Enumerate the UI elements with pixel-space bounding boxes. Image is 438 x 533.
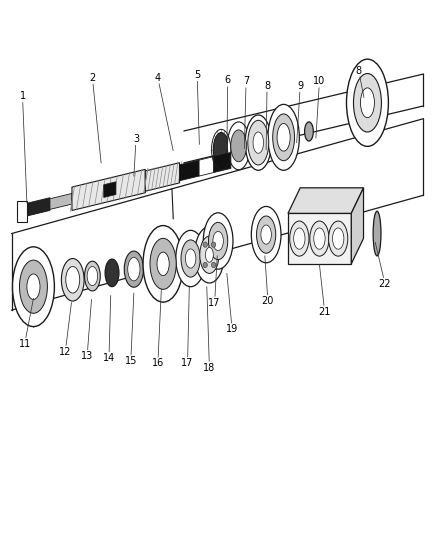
Text: 4: 4 [155, 73, 161, 83]
Text: 5: 5 [194, 70, 200, 80]
Ellipse shape [61, 259, 84, 301]
Text: 20: 20 [262, 296, 274, 306]
Text: 2: 2 [89, 73, 95, 83]
Ellipse shape [360, 88, 374, 118]
Bar [288, 213, 351, 264]
Ellipse shape [293, 228, 305, 249]
Text: 17: 17 [208, 297, 221, 308]
Ellipse shape [27, 274, 40, 300]
Ellipse shape [128, 257, 140, 281]
Ellipse shape [124, 251, 144, 287]
Text: 14: 14 [103, 353, 115, 363]
Text: 3: 3 [133, 134, 139, 144]
Text: 18: 18 [203, 362, 215, 373]
Ellipse shape [257, 216, 276, 253]
Ellipse shape [248, 120, 269, 165]
Ellipse shape [245, 115, 272, 170]
Text: 8: 8 [264, 81, 270, 91]
Ellipse shape [85, 261, 100, 291]
Ellipse shape [181, 240, 200, 277]
Polygon shape [104, 182, 116, 197]
Text: 12: 12 [59, 346, 71, 357]
Ellipse shape [346, 59, 389, 147]
Ellipse shape [200, 236, 219, 273]
Ellipse shape [185, 249, 196, 268]
Ellipse shape [277, 124, 290, 151]
Text: 10: 10 [313, 77, 325, 86]
Text: 1: 1 [19, 91, 25, 101]
Circle shape [212, 242, 216, 247]
Polygon shape [351, 188, 364, 264]
Ellipse shape [304, 122, 313, 141]
Text: 7: 7 [243, 77, 249, 86]
Ellipse shape [353, 74, 381, 132]
Ellipse shape [373, 211, 381, 256]
Ellipse shape [213, 133, 229, 166]
Circle shape [203, 242, 207, 247]
Ellipse shape [176, 230, 205, 287]
Ellipse shape [205, 247, 213, 262]
Ellipse shape [332, 228, 344, 249]
Text: 8: 8 [356, 66, 362, 76]
Ellipse shape [328, 221, 348, 256]
Ellipse shape [253, 132, 264, 154]
Text: 15: 15 [125, 356, 137, 366]
Ellipse shape [261, 225, 272, 244]
Circle shape [212, 262, 216, 268]
Ellipse shape [66, 266, 80, 293]
Text: 11: 11 [18, 338, 31, 349]
Polygon shape [50, 193, 72, 209]
Ellipse shape [231, 130, 247, 162]
Ellipse shape [314, 228, 325, 249]
Text: 19: 19 [226, 324, 238, 334]
Polygon shape [72, 169, 145, 211]
Ellipse shape [87, 266, 98, 286]
Ellipse shape [194, 227, 224, 283]
Ellipse shape [143, 225, 183, 302]
Ellipse shape [105, 259, 119, 287]
Polygon shape [180, 160, 199, 181]
Bar [17, 201, 27, 222]
Ellipse shape [273, 114, 294, 161]
Text: 9: 9 [297, 81, 303, 91]
Ellipse shape [203, 213, 233, 269]
Text: 22: 22 [379, 279, 391, 288]
Ellipse shape [19, 260, 47, 313]
Ellipse shape [227, 122, 250, 169]
Text: 13: 13 [81, 351, 93, 361]
Ellipse shape [223, 241, 231, 258]
Ellipse shape [290, 221, 309, 256]
Text: 16: 16 [152, 358, 164, 368]
Ellipse shape [150, 238, 176, 289]
Text: 21: 21 [318, 306, 331, 317]
Ellipse shape [208, 222, 228, 260]
Polygon shape [214, 152, 231, 173]
Polygon shape [28, 198, 50, 216]
Circle shape [203, 262, 207, 268]
Ellipse shape [213, 231, 223, 251]
Polygon shape [199, 157, 214, 176]
Ellipse shape [12, 247, 54, 327]
Ellipse shape [251, 206, 281, 263]
Text: 17: 17 [181, 358, 194, 368]
Text: 6: 6 [225, 76, 231, 85]
Polygon shape [145, 163, 180, 191]
Polygon shape [288, 188, 364, 213]
Ellipse shape [268, 104, 299, 170]
Ellipse shape [157, 252, 169, 276]
Ellipse shape [310, 221, 329, 256]
